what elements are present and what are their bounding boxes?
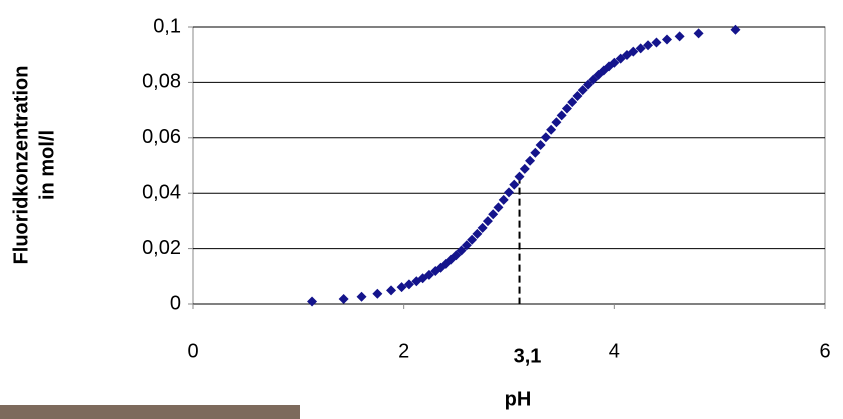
data-point xyxy=(477,222,488,233)
data-point xyxy=(498,194,509,205)
data-point xyxy=(504,187,514,198)
data-point xyxy=(693,28,704,39)
data-point xyxy=(514,171,525,182)
data-point xyxy=(482,216,493,227)
data-point xyxy=(556,110,567,121)
data-point xyxy=(307,296,318,307)
annotation-label: 3,1 xyxy=(514,345,542,367)
y-tick-label: 0,06 xyxy=(142,126,181,148)
y-tick-label: 0,04 xyxy=(142,181,181,203)
data-point xyxy=(662,34,672,45)
y-tick-label: 0,02 xyxy=(142,237,181,259)
x-tick-label: 4 xyxy=(609,340,620,362)
x-tick-label: 6 xyxy=(819,340,830,362)
data-point xyxy=(519,163,530,174)
data-point xyxy=(546,124,557,135)
y-axis-title: Fluoridkonzentration xyxy=(10,66,32,265)
photo-fragment xyxy=(0,405,300,419)
data-point xyxy=(386,285,397,296)
data-point xyxy=(535,140,546,151)
data-point xyxy=(338,294,349,305)
y-tick-label: 0,08 xyxy=(142,71,181,93)
data-point xyxy=(423,269,434,280)
data-point xyxy=(551,117,562,128)
x-axis-title: pH xyxy=(505,388,532,410)
data-point xyxy=(572,90,583,101)
data-point xyxy=(609,57,620,68)
data-point xyxy=(472,228,483,239)
data-point xyxy=(583,79,593,90)
data-point xyxy=(488,209,499,220)
x-tick-label: 2 xyxy=(398,340,409,362)
data-point xyxy=(577,85,588,96)
data-point xyxy=(456,245,467,256)
plot-frame xyxy=(192,26,826,305)
data-point xyxy=(635,43,646,54)
data-point xyxy=(561,103,572,114)
data-point xyxy=(730,24,741,35)
data-point xyxy=(396,282,407,293)
x-tick-label: 0 xyxy=(187,340,198,362)
data-point xyxy=(530,147,541,158)
data-point xyxy=(674,31,685,42)
data-point xyxy=(356,291,367,302)
data-point xyxy=(461,240,472,251)
data-point xyxy=(525,155,536,166)
data-point xyxy=(628,46,639,57)
y-tick-label: 0,1 xyxy=(153,15,181,37)
data-point xyxy=(643,40,654,51)
y-tick-label: 0 xyxy=(170,292,181,314)
data-point xyxy=(567,97,578,108)
data-point xyxy=(509,179,520,190)
data-point xyxy=(540,132,551,143)
data-point xyxy=(467,234,478,245)
y-axis-title: in mol/l xyxy=(36,130,58,200)
data-point xyxy=(493,202,504,213)
data-point xyxy=(372,288,383,299)
data-point xyxy=(403,279,414,290)
data-point xyxy=(651,37,662,48)
